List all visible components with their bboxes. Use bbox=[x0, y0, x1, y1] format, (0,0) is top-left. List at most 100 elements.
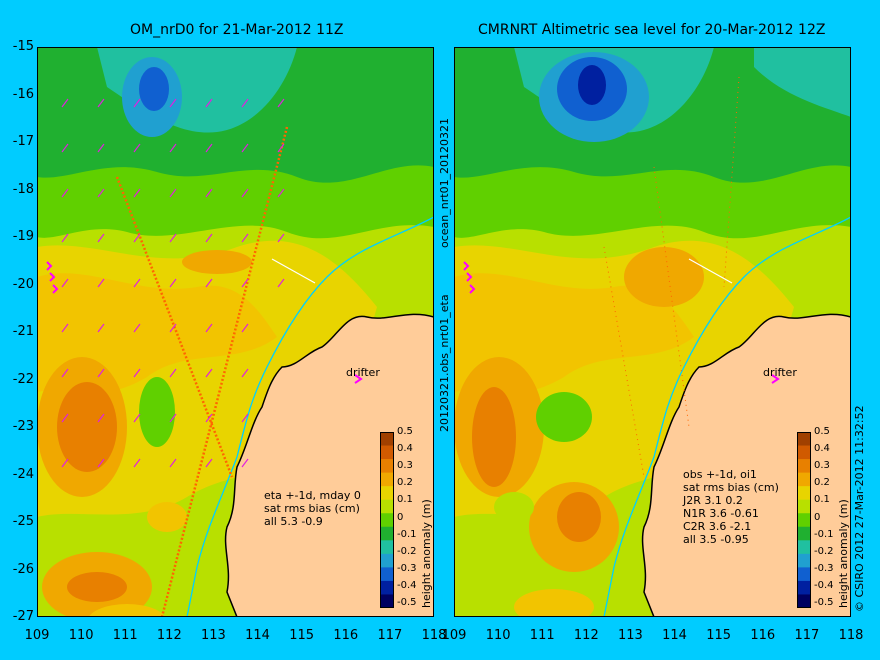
right-panel-title: CMRNRT Altimetric sea level for 20-Mar-2… bbox=[478, 22, 826, 38]
velocity-arrow bbox=[61, 188, 69, 198]
velocity-arrow bbox=[277, 278, 285, 288]
map-frame bbox=[37, 47, 434, 617]
stats-line: sat rms bias (cm) bbox=[683, 481, 779, 494]
velocity-arrow bbox=[97, 98, 105, 108]
map-frame bbox=[454, 47, 851, 617]
sea-level-low bbox=[139, 377, 175, 447]
colorbar-frame bbox=[380, 432, 394, 608]
longitude-tick-label: 115 bbox=[706, 628, 732, 643]
velocity-arrow bbox=[169, 413, 177, 423]
longitude-tick-label: 110 bbox=[68, 628, 94, 643]
colorbar-swatch bbox=[797, 567, 811, 582]
velocity-arrow bbox=[61, 323, 69, 333]
right-map-panel bbox=[454, 47, 851, 617]
satellite-track bbox=[723, 76, 740, 288]
longitude-tick-label: 109 bbox=[24, 628, 50, 643]
stats-line: all 3.5 -0.95 bbox=[683, 533, 749, 546]
sea-level-contour bbox=[494, 492, 534, 522]
colorbar-swatch bbox=[380, 526, 394, 541]
velocity-arrow bbox=[97, 233, 105, 243]
drifter-marker bbox=[463, 261, 470, 271]
longitude-tick-label: 118 bbox=[421, 628, 447, 643]
stats-line: eta +-1d, mday 0 bbox=[264, 489, 361, 502]
stats-line: C2R 3.6 -2.1 bbox=[683, 520, 752, 533]
latitude-tick-label: -17 bbox=[12, 134, 34, 149]
isobath-line bbox=[603, 216, 851, 617]
latitude-tick-label: -26 bbox=[12, 561, 34, 577]
velocity-arrow bbox=[277, 143, 285, 153]
colorbar-swatch bbox=[380, 472, 394, 487]
colorbar-swatch bbox=[380, 459, 394, 474]
longitude-tick-label: 117 bbox=[794, 628, 820, 643]
velocity-arrow bbox=[133, 458, 141, 468]
colorbar-swatch bbox=[380, 540, 394, 555]
velocity-arrow bbox=[205, 323, 213, 333]
velocity-arrow bbox=[61, 98, 69, 108]
velocity-arrow bbox=[277, 233, 285, 243]
colorbar-swatch bbox=[797, 486, 811, 501]
drifter-marker bbox=[49, 272, 56, 282]
colorbar-tick-label: 0.1 bbox=[397, 494, 413, 506]
colorbar-swatch bbox=[797, 445, 811, 460]
colorbar-tick-label: -0.2 bbox=[814, 545, 834, 557]
velocity-arrow bbox=[241, 458, 249, 468]
longitude-tick-label: 112 bbox=[573, 628, 599, 643]
velocity-arrow bbox=[169, 368, 177, 378]
colorbar-tick-label: 0.5 bbox=[814, 426, 830, 437]
latitude-tick-label: -19 bbox=[12, 229, 34, 244]
velocity-arrow bbox=[133, 368, 141, 378]
isobath-line bbox=[186, 216, 434, 617]
velocity-arrow bbox=[277, 98, 285, 108]
longitude-tick-label: 116 bbox=[333, 628, 359, 643]
colorbar-tick-label: 0 bbox=[397, 511, 404, 523]
stats-line: obs +-1d, oi1 bbox=[683, 468, 757, 481]
drifter-marker bbox=[466, 272, 473, 282]
colorbar-tick-label: 0.2 bbox=[397, 477, 413, 489]
colorbar-tick-label: 0.4 bbox=[397, 443, 413, 455]
velocity-arrow bbox=[61, 233, 69, 243]
colorbar-swatch bbox=[380, 499, 394, 514]
sea-level-low bbox=[578, 65, 606, 105]
model-file-label: ocean_nrt01_20120321 bbox=[438, 117, 451, 248]
velocity-arrow bbox=[61, 278, 69, 288]
sea-level-high bbox=[67, 572, 127, 602]
velocity-arrow bbox=[169, 278, 177, 288]
velocity-arrow bbox=[169, 188, 177, 198]
velocity-arrow bbox=[241, 323, 249, 333]
velocity-arrow bbox=[61, 368, 69, 378]
velocity-arrow bbox=[277, 188, 285, 198]
stats-line: sat rms bias (cm) bbox=[264, 502, 360, 515]
latitude-tick-label: -15 bbox=[12, 39, 34, 54]
colorbar-swatch bbox=[380, 594, 394, 608]
colorbar-tick-label: -0.3 bbox=[814, 562, 834, 574]
velocity-arrow bbox=[241, 368, 249, 378]
sea-level-low bbox=[139, 67, 169, 111]
colorbar-tick-label: -0.4 bbox=[397, 579, 417, 591]
velocity-arrow bbox=[205, 233, 213, 243]
velocity-arrow bbox=[205, 98, 213, 108]
sea-level-high bbox=[472, 387, 516, 487]
longitude-tick-label: 114 bbox=[662, 628, 687, 643]
sea-level-high bbox=[182, 250, 252, 274]
longitude-tick-label: 115 bbox=[289, 628, 315, 643]
colorbar-swatch bbox=[797, 513, 811, 528]
coastline bbox=[224, 313, 434, 617]
latitude-tick-label: -27 bbox=[12, 609, 34, 624]
latitude-tick-label: -24 bbox=[12, 466, 34, 482]
colorbar-swatch bbox=[380, 486, 394, 501]
colorbar-tick-label: 0.2 bbox=[814, 477, 830, 489]
velocity-arrow bbox=[169, 98, 177, 108]
colorbar-swatch bbox=[797, 499, 811, 514]
sea-level-low bbox=[536, 392, 592, 442]
longitude-tick-label: 118 bbox=[838, 628, 864, 643]
stats-line: J2R 3.1 0.2 bbox=[683, 494, 743, 507]
stats-line: N1R 3.6 -0.61 bbox=[683, 507, 759, 520]
velocity-arrow bbox=[241, 413, 249, 423]
coastline bbox=[641, 313, 851, 617]
longitude-tick-label: 111 bbox=[529, 628, 555, 643]
velocity-arrow bbox=[205, 413, 213, 423]
latitude-tick-label: -23 bbox=[12, 419, 34, 434]
colorbar-tick-label: -0.4 bbox=[814, 579, 834, 591]
latitude-tick-label: -20 bbox=[12, 276, 34, 292]
right-colorbar bbox=[797, 432, 811, 608]
